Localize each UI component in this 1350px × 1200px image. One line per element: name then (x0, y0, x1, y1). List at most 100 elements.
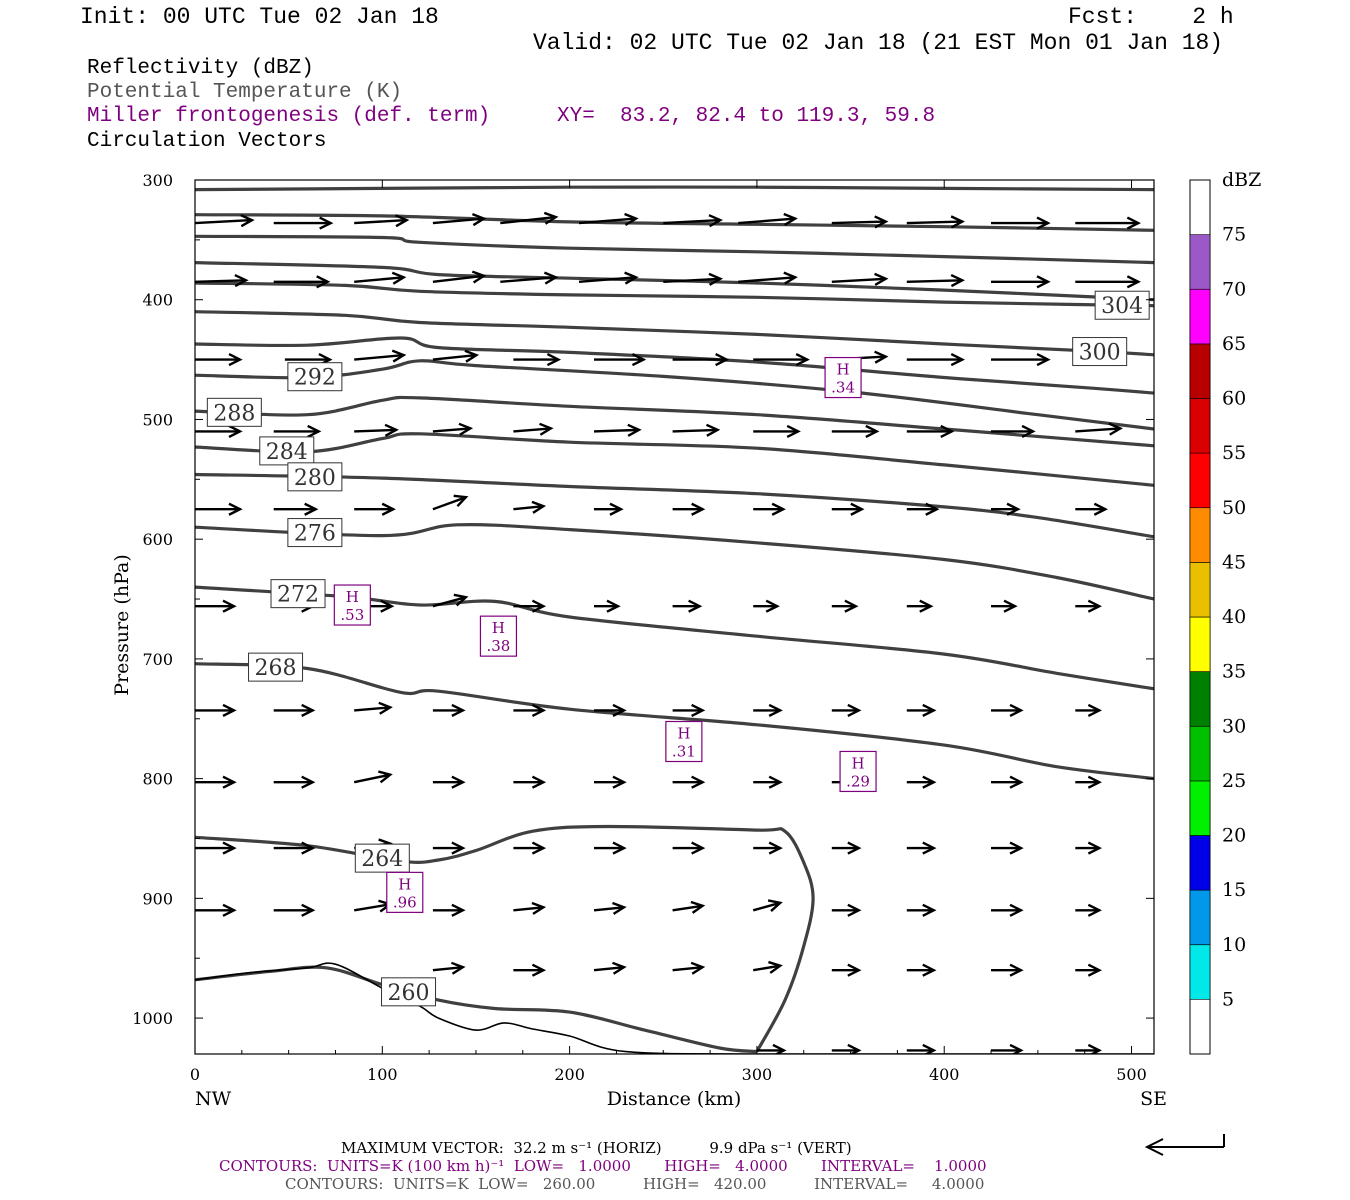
colorbar-level-label: 45 (1222, 551, 1246, 573)
theta-contour-label: 268 (255, 656, 297, 681)
vector-head (850, 502, 865, 516)
vector-head (874, 272, 889, 286)
theta-contour-label-box (206, 397, 262, 427)
vector-head (925, 502, 940, 516)
circulation-vector (672, 841, 706, 855)
vector-head (391, 349, 407, 363)
terrain-line (195, 962, 1154, 1054)
theta-contour-label: 292 (294, 366, 336, 391)
vector-head (771, 502, 786, 516)
circulation-vector (513, 500, 547, 514)
circulation-vector (195, 903, 237, 917)
vector-head (786, 424, 801, 438)
vector-shaft (500, 276, 556, 283)
circulation-vector (195, 775, 237, 789)
vector-shaft (752, 901, 781, 912)
vector-shaft (672, 904, 703, 912)
vector-head (783, 212, 798, 226)
circulation-vector (432, 775, 466, 789)
legend-reflectivity: Reflectivity (dBZ) (87, 57, 314, 80)
circulation-vector (753, 775, 783, 789)
vector-head (1126, 216, 1141, 230)
frontogenesis-maximum: H.53 (333, 584, 371, 626)
vector-head (531, 963, 547, 977)
colorbar-level-label: 75 (1222, 224, 1246, 246)
vector-head (301, 841, 316, 855)
vector-head (319, 216, 334, 230)
vector-head (690, 900, 706, 914)
vector-shaft (432, 274, 485, 283)
vector-head (546, 353, 562, 367)
vector-shaft (831, 220, 886, 225)
circulation-vector (831, 1043, 862, 1054)
colorbar-level-label: 55 (1222, 442, 1246, 464)
vector-head (1087, 841, 1102, 855)
frontogenesis-value: .96 (393, 893, 417, 911)
vector-shaft (354, 276, 404, 283)
colorbar-level-label: 20 (1222, 825, 1246, 847)
y-tick-label: 600 (142, 530, 173, 549)
theta-contour (195, 234, 1154, 265)
y-tick-label: 1000 (132, 1009, 173, 1028)
vector-head (612, 841, 627, 855)
theta-contour-label-box (270, 579, 326, 609)
theta-contour-label: 264 (361, 847, 403, 872)
circulation-vector (991, 703, 1024, 717)
vector-head (1009, 703, 1024, 717)
circulation-vector (991, 903, 1024, 917)
vector-head (940, 424, 955, 438)
x-tick-label: 400 (929, 1065, 960, 1084)
vector-head (301, 775, 316, 789)
vector-head (950, 353, 965, 367)
circulation-vector (906, 775, 937, 789)
circulation-vector (753, 841, 783, 855)
vector-head (922, 963, 937, 977)
circulation-vector (663, 214, 723, 228)
vector-head (531, 703, 547, 717)
vector-head (865, 424, 880, 438)
forecast-hour: Fcst: 2 h (1068, 4, 1234, 30)
vector-head (222, 775, 237, 789)
theta-contour-label: 272 (277, 583, 319, 608)
circulation-vector (594, 703, 627, 717)
circulation-vector (273, 775, 316, 789)
vector-head (1009, 963, 1024, 977)
theta-contour-label-box (259, 436, 315, 466)
circulation-vector (1075, 422, 1123, 436)
theta-contour-label-box (287, 462, 343, 492)
circulation-vector (753, 353, 810, 367)
x-tick-label: 500 (1116, 1065, 1147, 1084)
vector-head (783, 271, 798, 285)
vector-head (847, 703, 862, 717)
vector-shaft (513, 505, 544, 511)
colorbar-level-label: 70 (1222, 278, 1246, 300)
theta-contour-label-box (248, 652, 304, 682)
circulation-vector (1075, 775, 1102, 789)
circulation-vector (906, 502, 940, 516)
vector-head (691, 775, 706, 789)
vector-head (612, 703, 627, 717)
vector-head (922, 1043, 937, 1054)
vector-head (384, 423, 399, 437)
legend-xy: XY= 83.2, 82.4 to 119.3, 59.8 (557, 105, 936, 128)
vector-head (451, 841, 466, 855)
circulation-vector (1075, 599, 1102, 613)
colorbar-swatch (1189, 725, 1211, 782)
vector-head (772, 1043, 787, 1054)
frontogenesis-h-label: H (852, 754, 865, 772)
vector-head (1087, 775, 1102, 789)
vector-head (531, 841, 547, 855)
vector-shaft (354, 218, 407, 225)
vector-head (451, 775, 466, 789)
vector-head (1087, 703, 1102, 717)
theta-contour-label: 284 (266, 440, 308, 465)
vector-head (378, 770, 393, 784)
legend-vectors: Circulation Vectors (87, 130, 327, 153)
vector-head (228, 424, 243, 438)
vector-head (705, 423, 721, 437)
y-tick-label: 800 (142, 770, 173, 789)
frontogenesis-value: .53 (340, 606, 364, 624)
x-tick-label: 300 (742, 1065, 773, 1084)
vector-head (304, 502, 319, 516)
circulation-vector (672, 353, 730, 367)
